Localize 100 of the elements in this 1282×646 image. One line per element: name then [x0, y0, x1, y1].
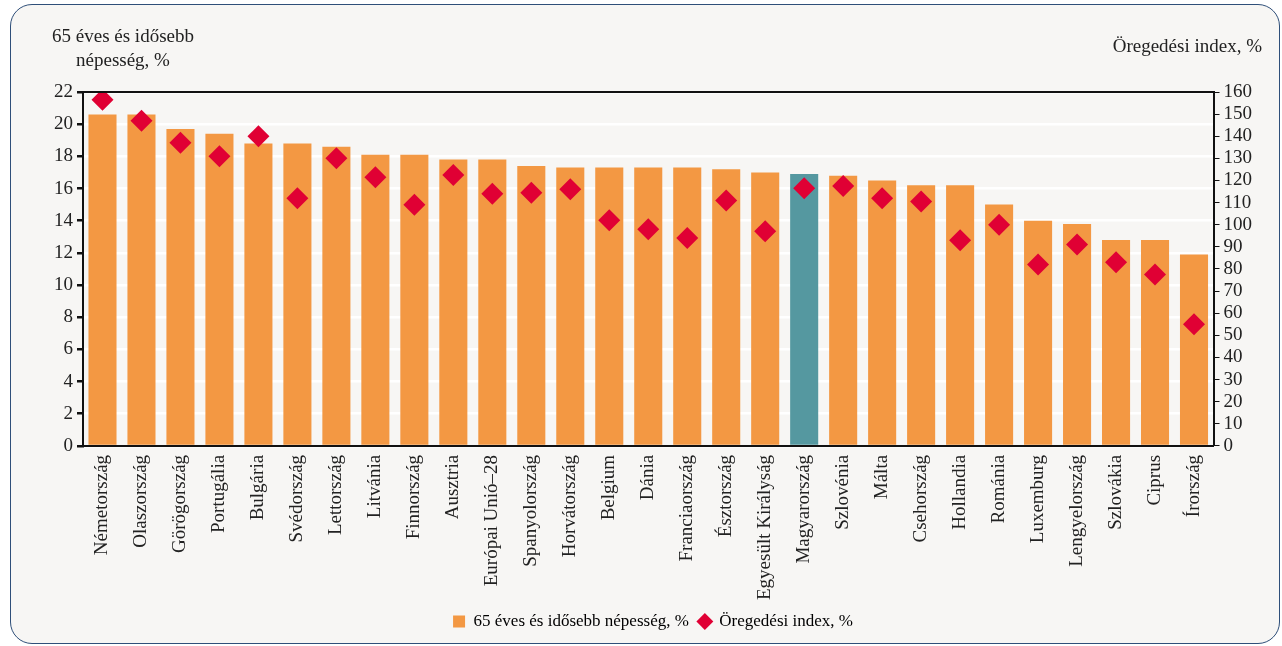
x-tick-label: Hollandia — [948, 454, 970, 530]
bar — [790, 174, 819, 445]
bar — [556, 167, 585, 445]
bar — [127, 114, 156, 445]
point — [793, 177, 816, 200]
bar — [1140, 239, 1170, 445]
y-axis-title: 65 éves és idősebb népesség, % — [51, 24, 195, 72]
x-tick-label: Németország — [90, 454, 112, 556]
bar — [673, 167, 702, 445]
y-tick-label: 20 — [54, 112, 73, 134]
y2-tick-label: 20 — [1223, 389, 1243, 411]
point — [910, 190, 933, 213]
y2-tick-label: 100 — [1223, 212, 1252, 234]
point — [1105, 251, 1128, 274]
point — [247, 125, 270, 148]
x-tick-label: Olaszország — [129, 454, 151, 548]
point — [1144, 263, 1167, 286]
y-tick-label: 4 — [63, 369, 74, 391]
point — [637, 218, 660, 241]
bar — [712, 169, 741, 445]
point — [1066, 233, 1089, 256]
y-tick-label: 14 — [54, 208, 74, 230]
y2-tick-label: 110 — [1223, 190, 1252, 212]
x-tick-label: Litvánia — [363, 454, 385, 519]
y-tick-label: 22 — [54, 79, 73, 101]
point — [871, 187, 894, 210]
bar — [595, 167, 624, 445]
bar — [946, 185, 975, 445]
point — [949, 229, 972, 252]
bar — [322, 146, 351, 445]
x-tick-label: Svédország — [285, 454, 307, 543]
point — [559, 178, 582, 201]
x-tick-label: Észtország — [714, 454, 736, 538]
bar — [439, 159, 468, 445]
point — [676, 226, 699, 249]
y2-tick-label: 90 — [1223, 234, 1243, 256]
bar — [361, 154, 390, 445]
point — [364, 166, 387, 189]
y2-axis-title: Öregedési index, % — [1112, 34, 1262, 58]
bar — [205, 133, 234, 445]
point — [1027, 253, 1050, 276]
x-tick-label: Finnország — [402, 454, 424, 540]
y-tick-label: 6 — [63, 337, 73, 359]
bar — [517, 166, 546, 445]
y2-tick-label: 10 — [1223, 411, 1243, 433]
y-tick-label: 12 — [54, 240, 73, 262]
x-tick-label: Spanyolország — [519, 454, 541, 567]
point — [988, 213, 1011, 236]
y-tick-label: 2 — [63, 401, 73, 423]
x-tick-label: Magyarország — [792, 454, 814, 564]
x-tick-label: Egyesült Királyság — [753, 454, 775, 600]
y2-tick-label: 30 — [1223, 367, 1243, 389]
point — [403, 193, 426, 216]
bar — [868, 180, 897, 445]
bar — [634, 167, 663, 445]
x-tick-label: Dánia — [636, 454, 658, 501]
y-tick-label: 8 — [63, 305, 73, 327]
y-tick-label: 10 — [54, 273, 73, 295]
bar — [283, 143, 312, 445]
x-tick-label: Ausztria — [441, 454, 463, 520]
point — [481, 182, 504, 205]
y2-tick-label: 120 — [1223, 168, 1252, 190]
bar — [829, 175, 858, 445]
point — [1183, 313, 1206, 336]
y-tick-label: 18 — [54, 144, 73, 166]
point — [286, 187, 309, 210]
y2-tick-label: 80 — [1223, 256, 1243, 278]
y2-tick-label: 140 — [1223, 124, 1252, 146]
x-tick-label: Horvátország — [558, 454, 580, 558]
bar — [1063, 223, 1092, 445]
y-tick-label: 16 — [54, 176, 73, 198]
y2-tick-label: 130 — [1223, 146, 1252, 168]
point — [598, 209, 621, 232]
x-tick-label: Luxemburg — [1026, 454, 1048, 544]
point — [442, 163, 465, 186]
point — [169, 131, 192, 154]
bar — [1102, 239, 1131, 445]
x-tick-label: Portugália — [207, 454, 229, 533]
x-tick-label: Csehország — [909, 454, 931, 543]
point — [832, 175, 855, 197]
y2-tick-label: 50 — [1223, 323, 1243, 345]
bar — [985, 204, 1014, 445]
y-tick-label: 0 — [63, 433, 73, 455]
bar — [478, 159, 507, 445]
x-tick-label: Bulgária — [246, 454, 268, 521]
x-tick-label: Görögország — [168, 454, 190, 554]
bar — [88, 114, 117, 445]
bar — [244, 143, 273, 445]
x-tick-label: Franciaország — [675, 454, 697, 562]
x-tick-label: Málta — [870, 454, 892, 500]
y2-tick-label: 40 — [1223, 345, 1243, 367]
x-tick-label: Belgium — [597, 454, 619, 521]
x-tick-label: Románia — [987, 454, 1009, 524]
point — [208, 145, 231, 168]
x-tick-label: Ciprus — [1143, 454, 1165, 506]
bar — [751, 172, 780, 445]
legend-label: 65 éves és idősebb népesség, % — [473, 610, 689, 630]
x-tick-label: Európai Unió–28 — [480, 454, 502, 587]
x-tick-label: Szlovákia — [1104, 454, 1126, 530]
x-tick-label: Lettország — [324, 454, 346, 536]
